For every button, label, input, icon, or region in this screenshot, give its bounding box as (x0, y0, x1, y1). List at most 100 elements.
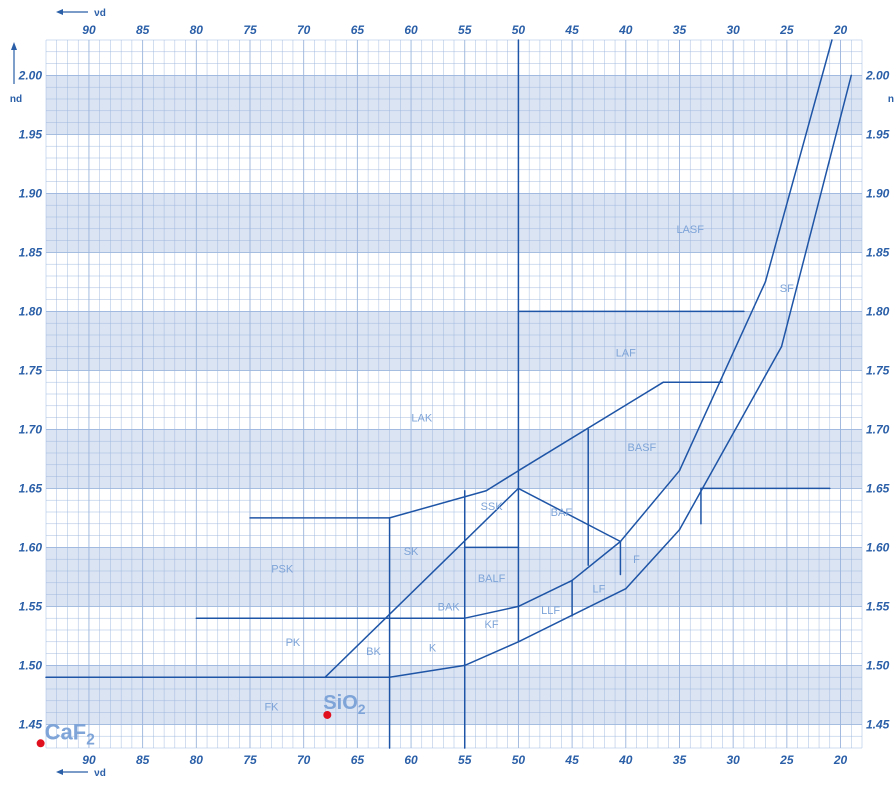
y-tick-label-left: 1.85 (19, 245, 43, 259)
boundary-line (625, 528, 681, 590)
x-tick-label-bottom: 65 (351, 753, 365, 767)
region-label-layer: FK PK PSK BK K SK BAK KF BALF SSK BAF LLF LF F BASF LAK… (264, 224, 794, 714)
point-label-sio2: SiO2 (323, 692, 365, 717)
y-tick-label-left: 1.90 (19, 186, 43, 200)
point-label-caf2: CaF2 (45, 719, 95, 748)
x-tick-label-top: 50 (512, 23, 526, 37)
y-tick-label-left: 2.00 (18, 68, 43, 82)
boundary-line (485, 469, 520, 492)
boundary-line (571, 540, 622, 582)
boundary-line (324, 487, 520, 678)
y-tick-label-right: 1.75 (866, 363, 890, 377)
y-tick-label-left: 1.45 (19, 717, 43, 731)
y-tick-label-right: 1.85 (866, 245, 890, 259)
boundary-line (517, 487, 622, 543)
y-tick-label-right: 1.95 (866, 127, 890, 141)
region-label-lak: LAK (411, 413, 432, 425)
boundary-line (517, 381, 665, 472)
region-label-bak: BAK (438, 601, 461, 613)
x-tick-label-top: 90 (82, 23, 96, 37)
x-tick-label-bottom: 45 (564, 753, 579, 767)
x-tick-label-top: 30 (726, 23, 740, 37)
x-tick-label-top: 80 (190, 23, 204, 37)
y-tick-label-left: 1.55 (19, 599, 43, 613)
y-tick-label-left: 1.95 (19, 127, 43, 141)
y-axis-label-left: nd (10, 94, 22, 105)
y-tick-label-right: 1.70 (866, 422, 890, 436)
x-axis-arrow-head (56, 769, 63, 775)
x-tick-label-bottom: 85 (136, 753, 150, 767)
boundary-line (678, 346, 783, 531)
x-tick-label-top: 85 (136, 23, 150, 37)
boundary-line (619, 469, 681, 543)
x-tick-label-bottom: 35 (673, 753, 687, 767)
boundary-line (678, 281, 767, 472)
x-tick-label-bottom: 80 (190, 753, 204, 767)
x-tick-label-bottom: 25 (779, 753, 794, 767)
point-caf2 (36, 739, 45, 748)
region-label-lf: LF (593, 584, 606, 596)
region-label-laf: LAF (616, 348, 636, 360)
y-tick-label-right: 2.00 (865, 68, 890, 82)
y-tick-label-left: 1.70 (19, 422, 43, 436)
axis-layer: 90 90 85 85 80 80 75 75 70 70 65 65 60 60 55 55 50 50 45 45… (10, 8, 894, 779)
x-tick-label-top: 25 (779, 23, 794, 37)
region-label-bk: BK (366, 646, 381, 658)
x-tick-label-bottom: 40 (618, 753, 633, 767)
boundary-line (463, 641, 520, 667)
y-axis-label-right: n (888, 94, 894, 105)
x-tick-label-bottom: 20 (833, 753, 848, 767)
y-tick-label-right: 1.80 (866, 304, 890, 318)
x-tick-label-top: 70 (297, 23, 311, 37)
region-label-baf: BAF (551, 507, 573, 519)
region-label-f: F (633, 554, 640, 566)
x-tick-label-top: 65 (351, 23, 365, 37)
x-tick-label-top: 20 (833, 23, 848, 37)
region-label-fk: FK (264, 702, 279, 714)
x-tick-label-bottom: 30 (726, 753, 740, 767)
region-label-pk: PK (286, 637, 301, 649)
x-tick-label-top: 45 (564, 23, 579, 37)
y-tick-label-left: 1.65 (19, 481, 43, 495)
x-tick-label-bottom: 55 (458, 753, 472, 767)
boundary-line (780, 74, 853, 348)
y-tick-label-left: 1.80 (19, 304, 43, 318)
x-tick-label-top: 40 (618, 23, 633, 37)
region-label-ssk: SSK (481, 501, 504, 513)
boundary-line (517, 579, 573, 608)
x-axis-arrow-head (56, 9, 63, 15)
grid-layer (45, 39, 863, 749)
x-axis-label-top: νd (94, 8, 106, 19)
x-tick-label-top: 35 (673, 23, 687, 37)
boundary-line (388, 490, 487, 519)
region-label-kf: KF (485, 619, 499, 631)
region-label-sk: SK (404, 546, 419, 558)
y-tick-label-right: 1.50 (866, 658, 890, 672)
region-label-sf: SF (780, 283, 794, 295)
boundary-line (463, 605, 520, 619)
x-tick-label-top: 75 (243, 23, 257, 37)
y-tick-label-left: 1.50 (19, 658, 43, 672)
y-axis-arrow-head (11, 42, 17, 50)
point-layer: CaF2 SiO2 (36, 692, 366, 748)
y-tick-label-right: 1.90 (866, 186, 890, 200)
y-tick-label-right: 1.65 (866, 481, 890, 495)
x-tick-label-bottom: 60 (404, 753, 418, 767)
region-label-k: K (429, 643, 437, 655)
region-label-lasf: LASF (676, 224, 704, 236)
x-tick-label-bottom: 75 (243, 753, 257, 767)
y-tick-label-left: 1.75 (19, 363, 43, 377)
region-label-llf: LLF (541, 605, 560, 617)
region-label-psk: PSK (271, 564, 294, 576)
boundary-layer (45, 39, 853, 749)
boundary-line (764, 39, 833, 283)
y-tick-label-right: 1.60 (866, 540, 890, 554)
x-tick-label-bottom: 90 (82, 753, 96, 767)
region-label-basf: BASF (628, 442, 657, 454)
x-axis-label-bottom: νd (94, 768, 106, 779)
point-sio2 (323, 710, 332, 719)
x-tick-label-bottom: 50 (512, 753, 526, 767)
x-tick-label-top: 55 (458, 23, 472, 37)
